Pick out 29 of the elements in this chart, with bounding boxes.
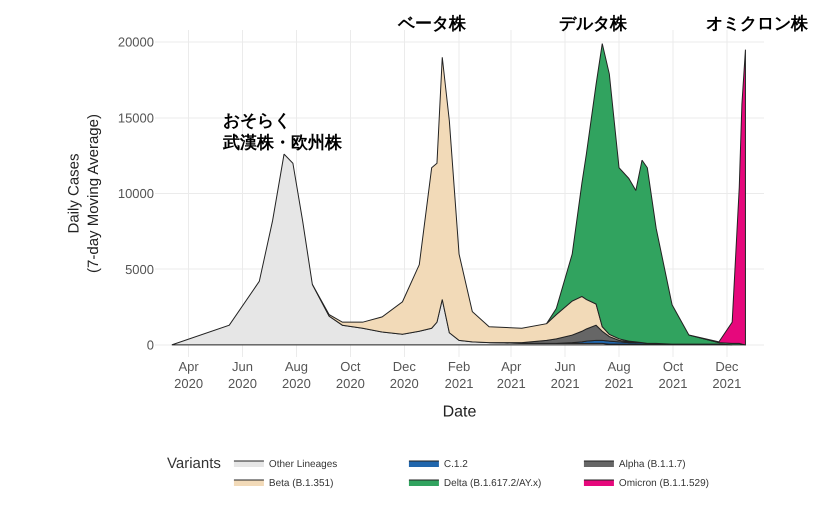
y-tick-label: 10000 [118,186,154,202]
x-tick-label: Jun 2021 [550,359,580,391]
y-tick-label: 20000 [118,34,154,50]
legend-label: Alpha (B.1.1.7) [618,458,686,470]
y-tick-label: 5000 [125,262,154,277]
y-tick-label: 15000 [118,110,154,126]
legend-title: Variants [167,455,221,472]
annotation: オミクロン株 [706,14,809,33]
legend-label: Other Lineages [268,458,338,470]
y-tick-label: 0 [146,337,154,352]
x-tick-label: Oct 2021 [658,359,688,391]
x-tick-label: Aug 2020 [282,359,311,391]
x-tick-label: Feb 2021 [444,359,474,391]
legend-label: C.1.2 [444,458,468,470]
annotation: おそらく武漢株・欧州株 [222,111,343,152]
x-tick-label: Aug 2021 [604,359,634,391]
legend-label: Omicron (B.1.1.529) [618,478,709,489]
legend-label: Delta (B.1.617.2/AY.x) [444,478,542,489]
annotation: デルタ株 [559,14,628,33]
x-axis-title: Date [442,404,476,421]
y-axis-title: Daily Cases (7-day Moving Average) [66,114,102,273]
x-tick-label: Oct 2020 [336,359,365,391]
annotation: ベータ株 [397,14,467,33]
x-tick-label: Dec 2021 [712,359,742,391]
legend-label: Beta (B.1.351) [268,478,334,489]
x-tick-label: Jun 2020 [228,359,257,391]
x-tick-label: Dec 2020 [390,359,419,391]
x-tick-label: Apr 2021 [496,359,526,391]
x-tick-label: Apr 2020 [174,359,204,391]
